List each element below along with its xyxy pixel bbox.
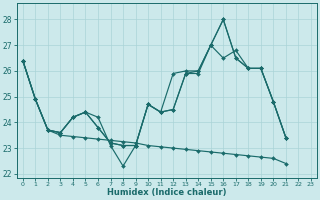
X-axis label: Humidex (Indice chaleur): Humidex (Indice chaleur) — [107, 188, 227, 197]
